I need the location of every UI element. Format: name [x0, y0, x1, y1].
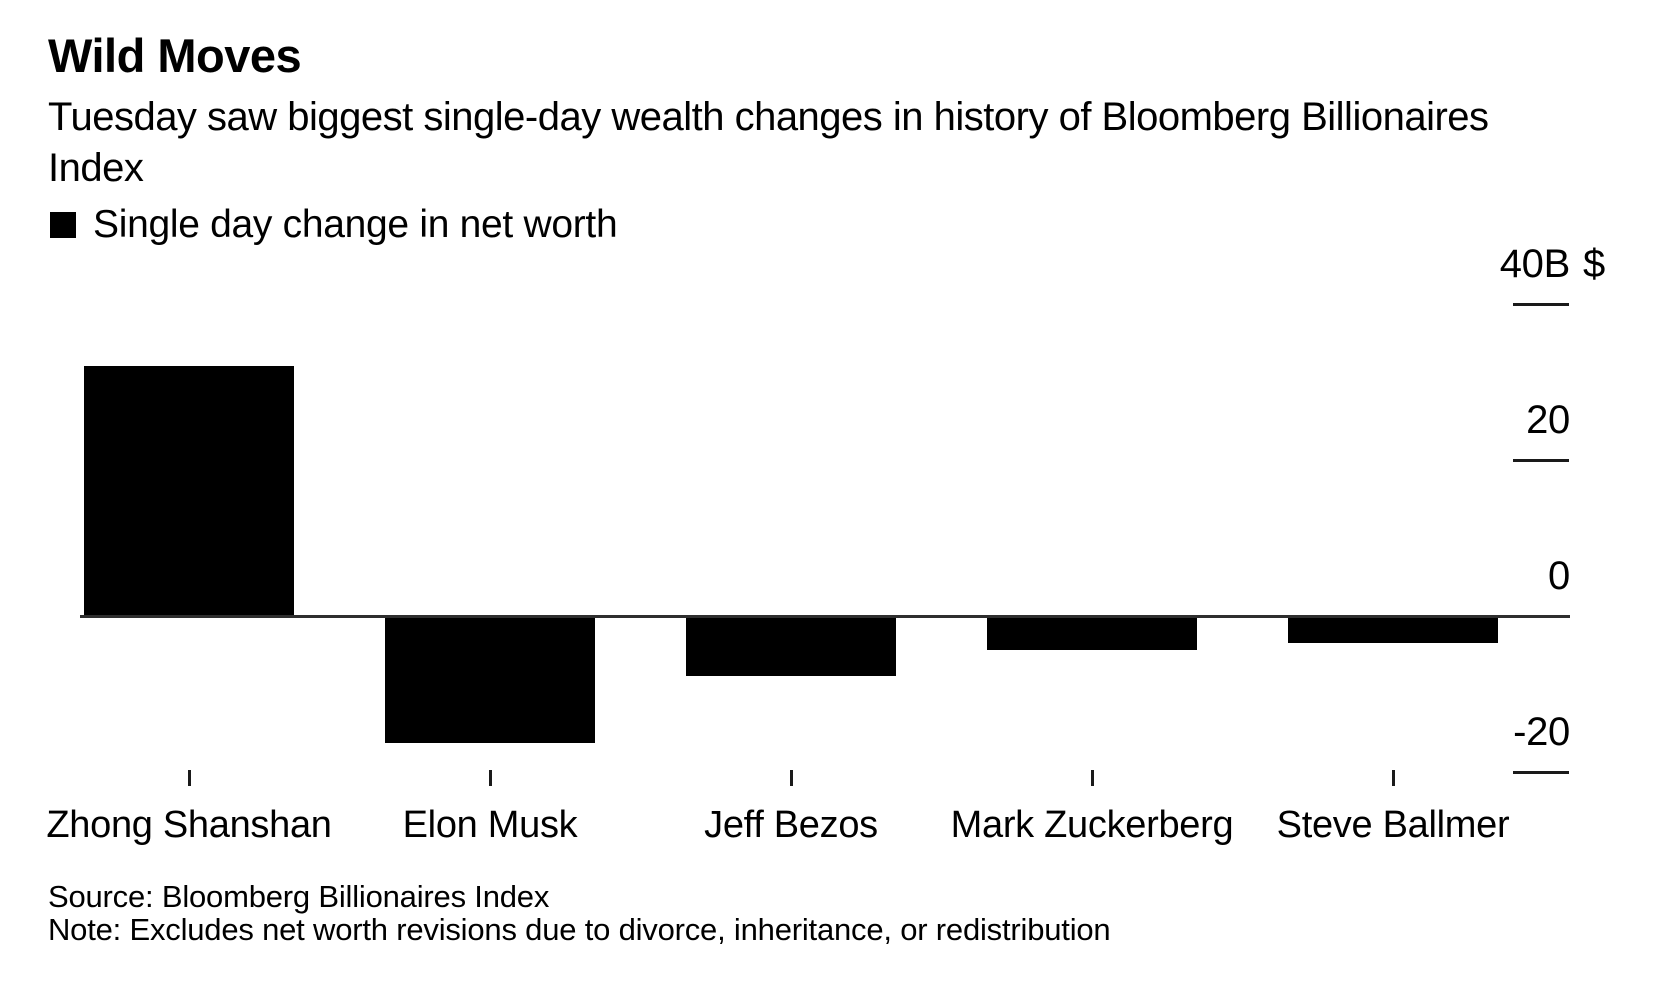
x-tick	[1391, 770, 1395, 786]
y-tick-label: 40B $	[1499, 242, 1606, 286]
y-tick-mark	[1513, 302, 1569, 306]
legend: Single day change in net worth	[50, 203, 618, 247]
bar-elon-musk	[385, 616, 595, 744]
bar-jeff-bezos	[686, 616, 896, 677]
y-tick-mark	[1513, 770, 1569, 774]
note-text: Note: Excludes net worth revisions due t…	[48, 912, 1111, 947]
y-tick-label: -20	[1513, 710, 1570, 754]
legend-swatch-icon	[50, 212, 76, 238]
legend-label: Single day change in net worth	[93, 203, 618, 246]
category-label: Jeff Bezos	[704, 804, 878, 846]
bar-mark-zuckerberg	[987, 616, 1197, 650]
x-tick	[488, 770, 492, 786]
y-tick-label: 20	[1526, 398, 1570, 442]
x-axis-line	[80, 615, 1570, 618]
bar-steve-ballmer	[1288, 616, 1498, 643]
x-tick	[1090, 770, 1094, 786]
category-label: Elon Musk	[402, 804, 578, 846]
y-tick-label: 0	[1548, 554, 1570, 598]
chart-title: Wild Moves	[48, 29, 302, 82]
y-tick-mark	[1513, 458, 1569, 462]
chart-subtitle: Tuesday saw biggest single-day wealth ch…	[48, 95, 1489, 190]
x-tick	[789, 770, 793, 786]
category-label: Steve Ballmer	[1276, 804, 1510, 846]
y-axis-unit: $	[1583, 242, 1605, 286]
source-text: Source: Bloomberg Billionaires Index	[48, 879, 550, 914]
bar-zhong-shanshan	[84, 366, 294, 616]
category-label: Zhong Shanshan	[46, 804, 332, 846]
x-tick	[187, 770, 191, 786]
category-label: Mark Zuckerberg	[950, 804, 1234, 846]
